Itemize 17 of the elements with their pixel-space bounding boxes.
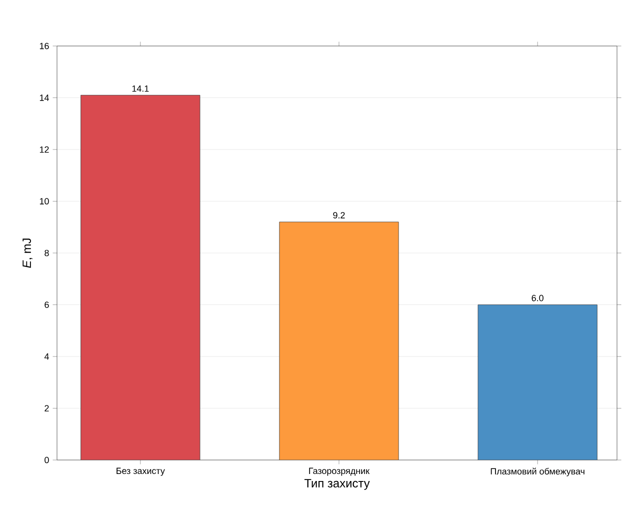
x-tick-label: Газорозрядник: [309, 468, 370, 476]
y-axis-title: E, mJ: [22, 238, 32, 268]
y-tick-label: 12: [40, 146, 49, 153]
y-tick-label: 8: [44, 250, 49, 256]
x-tick-label: Плазмовий обмежувач: [490, 468, 584, 476]
y-tick-label: 2: [44, 405, 49, 412]
x-tick-label: Без захисту: [116, 468, 165, 476]
data-label: 9.2: [333, 212, 345, 218]
y-tick-label: 14: [40, 94, 49, 101]
y-tick-label: 16: [40, 42, 49, 50]
data-label: 6.0: [532, 294, 544, 302]
y-tick-label: 4: [44, 353, 49, 360]
y-tick-label: 10: [40, 198, 49, 204]
y-tick-label: 6: [44, 302, 49, 308]
data-label: 14.1: [132, 85, 149, 92]
y-tick-label: 0: [44, 456, 49, 464]
x-axis-title: Тип захисту: [304, 479, 370, 490]
